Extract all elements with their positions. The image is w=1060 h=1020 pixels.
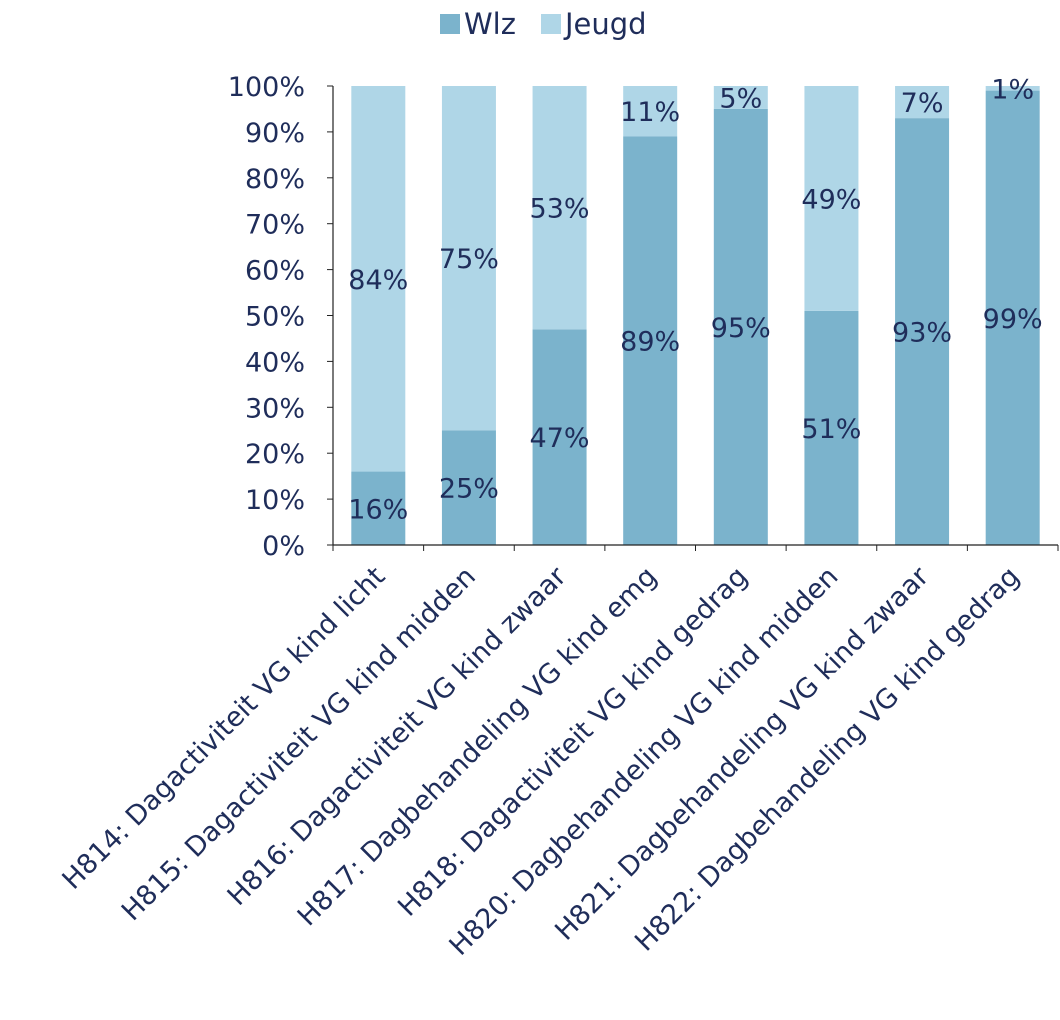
data-label-wlz: 25%: [439, 474, 499, 505]
y-tick-label: 0%: [262, 531, 305, 562]
data-label-wlz: 93%: [892, 318, 952, 349]
legend: Wlz Jeugd: [440, 7, 647, 41]
legend-label-wlz: Wlz: [464, 7, 516, 41]
data-label-jeugd: 49%: [801, 184, 861, 215]
y-tick-label: 80%: [245, 164, 305, 195]
data-label-jeugd: 7%: [901, 88, 944, 119]
data-label-jeugd: 1%: [991, 74, 1034, 105]
y-tick-label: 100%: [228, 72, 305, 103]
data-label-wlz: 89%: [620, 327, 680, 358]
bar-segment-wlz: [532, 329, 587, 545]
data-label-jeugd: 5%: [719, 83, 762, 114]
bar-segment-wlz: [985, 90, 1040, 545]
bar-segment-wlz: [623, 136, 678, 546]
data-label-wlz: 51%: [801, 414, 861, 445]
bar-segment-wlz: [351, 471, 406, 545]
data-label-wlz: 47%: [530, 423, 590, 454]
data-label-wlz: 99%: [983, 304, 1043, 335]
data-label-jeugd: 11%: [620, 97, 680, 128]
y-tick-label: 30%: [245, 393, 305, 424]
x-category-label: H816: Dagactiviteit VG kind zwaar: [222, 560, 574, 912]
data-label-jeugd: 53%: [530, 194, 590, 225]
legend-swatch-jeugd: [541, 14, 561, 34]
y-tick-label: 20%: [245, 439, 305, 470]
y-tick-label: 10%: [245, 485, 305, 516]
legend-swatch-wlz: [440, 14, 460, 34]
bar-segment-wlz: [713, 108, 768, 545]
data-labels: 16% 84% 25% 75% 47% 53% 89% 11% 95% 5% 51% 49% 93% 7%…: [348, 74, 1042, 525]
bar-segment-wlz: [804, 310, 859, 545]
bars: [351, 86, 1040, 546]
bar-segment-jeugd: [532, 86, 587, 330]
bar-segment-wlz: [441, 430, 496, 545]
bar-segment-jeugd: [895, 86, 950, 119]
data-label-jeugd: 84%: [348, 265, 408, 296]
bar-segment-jeugd: [804, 86, 859, 311]
bar-segment-wlz: [895, 118, 950, 545]
y-tick-label: 50%: [245, 302, 305, 333]
legend-label-jeugd: Jeugd: [563, 7, 647, 41]
bar-segment-jeugd: [623, 86, 678, 137]
bar-segment-jeugd: [351, 86, 406, 472]
data-label-wlz: 16%: [348, 494, 408, 525]
bar-segment-jeugd: [985, 86, 1040, 91]
bar-segment-jeugd: [441, 86, 496, 431]
data-label-wlz: 95%: [711, 313, 771, 344]
bar-segment-jeugd: [713, 86, 768, 109]
y-tick-label: 70%: [245, 210, 305, 241]
y-tick-label: 60%: [245, 256, 305, 287]
y-tick-label: 40%: [245, 347, 305, 378]
y-tick-label: 90%: [245, 118, 305, 149]
y-axis: 0% 10% 20% 30% 40% 50% 60% 70% 80% 90% 100%: [228, 72, 334, 562]
x-category-label: H814: Dagactiviteit VG kind licht: [57, 561, 392, 896]
data-label-jeugd: 75%: [439, 244, 499, 275]
